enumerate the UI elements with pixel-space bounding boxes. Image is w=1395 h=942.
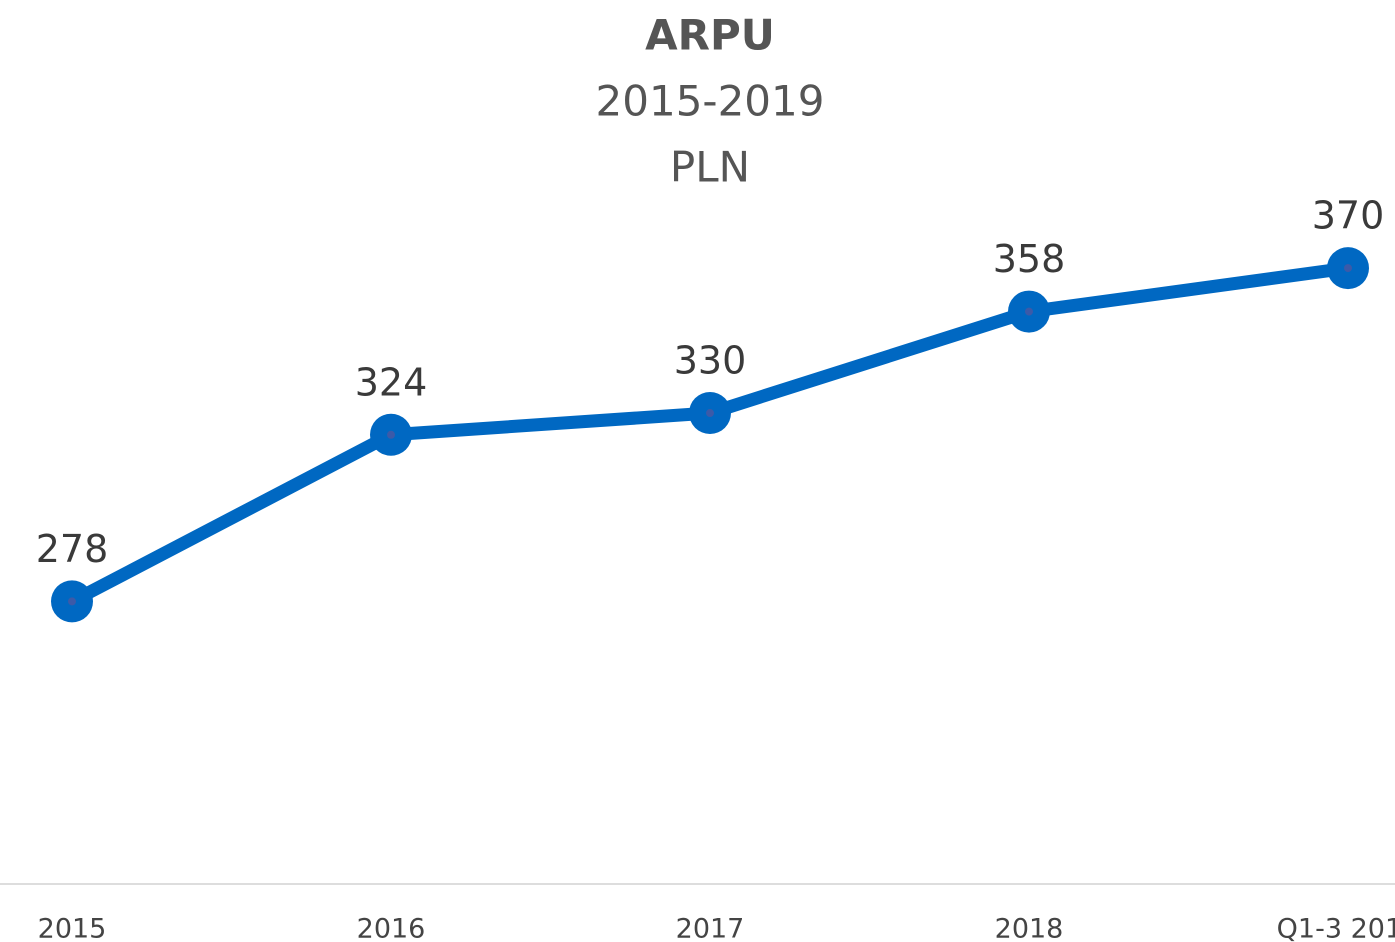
chart-title: ARPU <box>645 11 775 60</box>
marker-center <box>706 409 714 418</box>
chart-subtitle: 2015-2019 <box>596 77 825 126</box>
x-tick-label: 2016 <box>357 914 426 942</box>
value-label: 358 <box>993 237 1066 281</box>
x-tick-label: Q1-3 2019 <box>1277 914 1395 942</box>
x-tick-label: 2017 <box>676 914 745 942</box>
value-label: 370 <box>1312 194 1385 238</box>
line <box>68 261 1349 608</box>
marker-center <box>1025 307 1033 316</box>
marker-center <box>68 597 76 606</box>
x-tick-label: 2018 <box>995 914 1064 942</box>
x-tick-label: 2015 <box>38 914 107 942</box>
marker-center <box>1344 264 1352 273</box>
marker-center <box>387 430 395 439</box>
value-label: 278 <box>36 527 109 571</box>
value-label: 330 <box>674 339 747 383</box>
unit-label: PLN <box>670 143 750 192</box>
value-label: 324 <box>355 360 428 404</box>
